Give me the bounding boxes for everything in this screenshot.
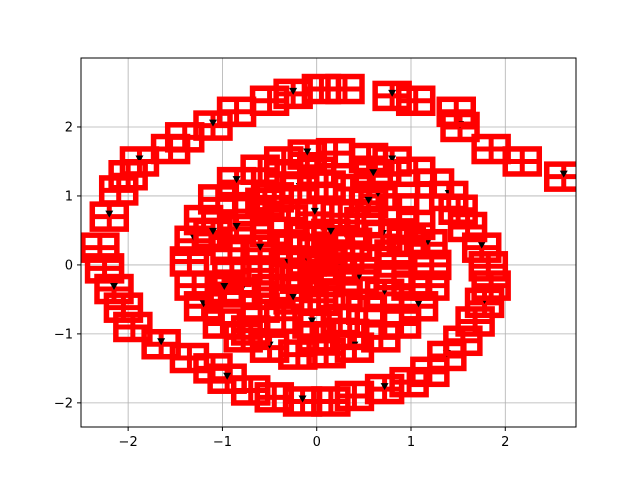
- arrow-head-icon: [209, 119, 217, 127]
- x-tick-label: −2: [119, 435, 138, 450]
- data-point-marker: [249, 216, 290, 248]
- x-tick-label: −1: [213, 435, 232, 450]
- data-point-marker: [204, 273, 245, 305]
- arrow-head-icon: [110, 283, 118, 291]
- y-tick-label: −2: [54, 396, 73, 411]
- arrow-head-icon: [289, 87, 298, 95]
- arrow-head-icon: [559, 170, 568, 178]
- data-point-marker: [543, 161, 576, 192]
- arrow-head-icon: [388, 89, 397, 97]
- arrow-head-icon: [303, 148, 312, 156]
- data-point-marker: [464, 287, 505, 319]
- data-point-marker: [273, 78, 313, 110]
- data-point-marker: [287, 139, 328, 170]
- data-point-marker: [311, 386, 351, 417]
- arrow-head-icon: [310, 207, 319, 215]
- x-tick-label: 2: [501, 435, 509, 450]
- arrow-head-icon: [380, 383, 389, 391]
- y-tick-label: 0: [65, 258, 73, 273]
- data-point-marker: [84, 253, 125, 284]
- data-point-marker: [150, 133, 191, 165]
- data-point-marker: [193, 218, 233, 250]
- data-point-marker: [395, 85, 436, 117]
- arrow-head-icon: [220, 283, 229, 291]
- x-tick-label: 1: [407, 435, 415, 450]
- data-point-marker: [391, 270, 431, 301]
- axis-ticks: −2 −1 0 1 2 −2 −1 0 1 2: [54, 120, 510, 450]
- arrow-head-icon: [326, 227, 335, 235]
- data-point-marker: [436, 96, 477, 128]
- arrow-head-icon: [308, 317, 316, 325]
- arrow-head-icon: [414, 300, 423, 308]
- data-point-marker: [471, 133, 511, 165]
- data-point-marker: [296, 322, 337, 353]
- data-point-marker: [353, 160, 394, 191]
- arrow-head-icon: [232, 176, 241, 184]
- arrow-head-icon: [232, 223, 241, 231]
- arrow-head-icon: [135, 155, 144, 163]
- arrow-head-icon: [477, 241, 486, 249]
- data-point-marker: [372, 80, 412, 112]
- plot-frame: [80, 57, 577, 428]
- arrow-head-icon: [388, 155, 397, 163]
- y-tick-label: −1: [54, 327, 73, 342]
- y-tick-label: 1: [65, 189, 73, 204]
- arrow-head-icon: [369, 169, 378, 177]
- data-point-marker: [296, 156, 337, 188]
- arrow-head-icon: [364, 196, 373, 204]
- arrow-head-icon: [157, 338, 166, 346]
- x-tick-label: 0: [313, 435, 321, 450]
- data-point-marker: [230, 315, 271, 346]
- arrow-head-icon: [256, 243, 265, 251]
- data-point-marker: [113, 311, 153, 343]
- data-point-marker: [364, 373, 405, 405]
- y-tick-label: 2: [65, 120, 73, 135]
- data-point-marker: [447, 211, 488, 243]
- arrow-head-icon: [289, 293, 298, 301]
- data-point-marker: [306, 246, 346, 277]
- data-point-marker: [89, 201, 130, 232]
- arrow-head-icon: [223, 372, 232, 380]
- data-point-marker: [386, 225, 427, 257]
- data-point-marker: [230, 375, 271, 406]
- data-markers: [81, 73, 576, 417]
- arrow-head-icon: [105, 210, 114, 218]
- arrow-head-icon: [209, 227, 217, 235]
- arrow-head-icon: [298, 395, 307, 403]
